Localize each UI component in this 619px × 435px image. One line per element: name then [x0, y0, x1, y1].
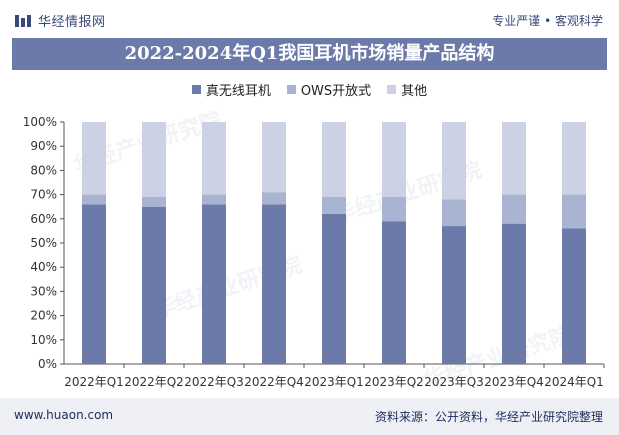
x-tick-label: 2023年Q1	[304, 375, 364, 389]
bar-segment-series-2	[442, 199, 466, 227]
bar-segment-series-1	[382, 221, 406, 364]
y-tick-label: 60%	[30, 212, 57, 226]
y-tick-label: 50%	[30, 236, 57, 250]
brand-name: 华经情报网	[38, 15, 106, 30]
bar-segment-series-2	[142, 197, 166, 207]
legend-label-series-1: 真无线耳机	[205, 84, 271, 99]
footer-source: 资料来源：公开资料，华经产业研究院整理	[374, 410, 603, 424]
bar-segment-series-3	[442, 122, 466, 200]
y-tick-label: 90%	[30, 139, 57, 153]
bar-segment-series-3	[202, 122, 226, 195]
bar-segment-series-3	[142, 122, 166, 198]
brand-logo-icon	[15, 14, 31, 27]
bar-segment-series-3	[322, 122, 346, 198]
bar-segment-series-1	[202, 204, 226, 364]
bar-segment-series-2	[382, 197, 406, 222]
header: 华经情报网 专业严谨 • 客观科学	[0, 0, 619, 36]
x-tick-label: 2024年Q1	[544, 375, 604, 389]
bar-segment-series-1	[502, 223, 526, 364]
y-tick-label: 0%	[38, 357, 57, 371]
y-tick-label: 100%	[23, 115, 57, 129]
x-tick-label: 2023年Q3	[424, 375, 484, 389]
bar-segment-series-1	[82, 204, 106, 364]
bar-segment-series-3	[502, 122, 526, 195]
y-tick-label: 10%	[30, 333, 57, 347]
legend-item-series-3: 其他	[387, 80, 427, 99]
bar-segment-series-2	[322, 197, 346, 214]
bar-segment-series-2	[502, 194, 526, 224]
y-tick-label: 30%	[30, 284, 57, 298]
x-tick-label: 2022年Q1	[64, 375, 124, 389]
legend: 真无线耳机 OWS开放式 其他	[0, 80, 619, 99]
legend-swatch-series-1	[191, 85, 201, 94]
bar-segment-series-1	[322, 213, 346, 364]
x-tick-label: 2023年Q4	[484, 375, 544, 389]
footer-website: www.huaon.com	[14, 408, 114, 422]
bar-segment-series-2	[262, 192, 286, 205]
legend-item-series-2: OWS开放式	[286, 80, 372, 99]
x-tick-label: 2022年Q2	[124, 375, 184, 389]
y-tick-label: 40%	[30, 260, 57, 274]
bar-segment-series-2	[202, 194, 226, 205]
bar-segment-series-3	[82, 122, 106, 195]
legend-label-series-2: OWS开放式	[300, 84, 372, 99]
bar-segment-series-1	[442, 226, 466, 364]
y-tick-label: 70%	[30, 188, 57, 202]
x-tick-label: 2022年Q4	[244, 375, 304, 389]
legend-label-series-3: 其他	[401, 84, 428, 99]
chart-title: 2022-2024年Q1我国耳机市场销量产品结构	[124, 43, 495, 64]
legend-swatch-series-3	[387, 85, 397, 94]
bar-segment-series-3	[262, 122, 286, 193]
legend-swatch-series-2	[286, 85, 296, 94]
title-bar: 2022-2024年Q1我国耳机市场销量产品结构	[12, 38, 607, 70]
bar-segment-series-1	[262, 204, 286, 364]
slogan: 专业严谨 • 客观科学	[492, 14, 603, 28]
x-tick-label: 2022年Q3	[184, 375, 244, 389]
bar-segment-series-1	[562, 228, 586, 364]
bar-segment-series-2	[562, 194, 586, 229]
y-tick-label: 20%	[30, 309, 57, 323]
y-tick-label: 80%	[30, 163, 57, 177]
bar-segment-series-3	[562, 122, 586, 195]
brand: 华经情报网	[14, 11, 106, 30]
bar-segment-series-1	[142, 206, 166, 364]
legend-item-series-1: 真无线耳机	[191, 80, 271, 99]
footer: www.huaon.com 资料来源：公开资料，华经产业研究院整理	[0, 398, 619, 435]
bar-segment-series-2	[82, 194, 106, 205]
x-tick-label: 2023年Q2	[364, 375, 424, 389]
bar-segment-series-3	[382, 122, 406, 198]
